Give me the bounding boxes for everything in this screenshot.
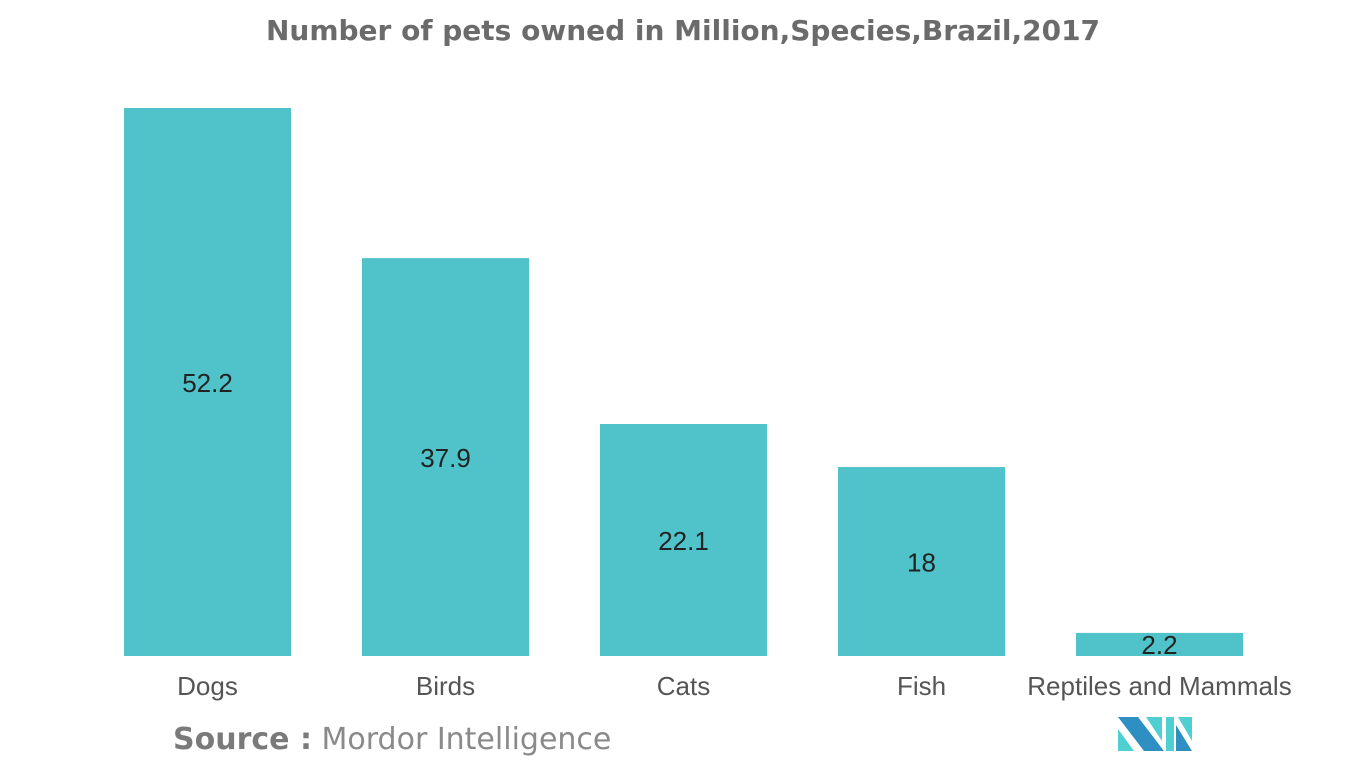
- data-label: 22.1: [658, 526, 709, 556]
- bar-birds: [362, 258, 529, 656]
- x-tick-label: Cats: [657, 671, 710, 701]
- chart-title: Number of pets owned in Million,Species,…: [265, 14, 1101, 47]
- x-tick-label: Fish: [897, 671, 946, 701]
- bar-dogs: [124, 108, 291, 656]
- source-note: Source : Mordor Intelligence: [173, 722, 611, 757]
- x-tick-label: Birds: [416, 671, 475, 701]
- data-label: 18: [907, 548, 936, 578]
- mordor-logo: [1118, 717, 1192, 751]
- source-label: Source :: [173, 722, 312, 757]
- x-tick-label: Reptiles and Mammals: [1027, 671, 1291, 701]
- bar-cats: [600, 423, 767, 656]
- bar-reptiles-and-mammals: [1076, 632, 1243, 656]
- bar-fish: [838, 467, 1005, 656]
- data-label: 37.9: [420, 443, 471, 473]
- data-label: 52.2: [182, 368, 233, 398]
- bar-chart: 52.2 Dogs 37.9 Birds 22.1 Cats 18 Fish 2.2 Reptil…: [124, 108, 1292, 701]
- source-text: Mordor Intelligence: [321, 722, 612, 757]
- data-label: 2.2: [1141, 630, 1177, 660]
- x-tick-label: Dogs: [177, 671, 238, 701]
